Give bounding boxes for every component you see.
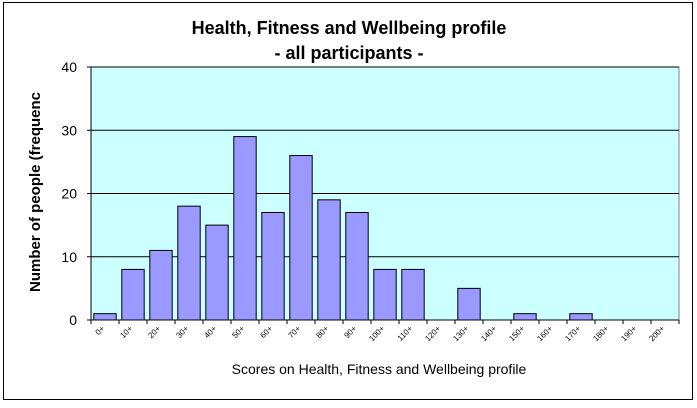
x-tick-label: 70+ bbox=[286, 324, 302, 340]
x-tick-label: 90+ bbox=[342, 324, 358, 340]
bar-chart: Health, Fitness and Wellbeing profile - … bbox=[27, 18, 680, 377]
x-tick-label: 160+ bbox=[535, 324, 554, 343]
x-tick-label: 50+ bbox=[230, 324, 246, 340]
x-tick-label: 20+ bbox=[146, 324, 162, 340]
x-tick-label: 10+ bbox=[118, 324, 134, 340]
y-tick-label: 0 bbox=[69, 312, 77, 328]
bar-60+ bbox=[261, 211, 285, 321]
x-tick-label: 80+ bbox=[314, 324, 330, 340]
x-tick-label: 110+ bbox=[396, 324, 415, 343]
bar-50+ bbox=[233, 136, 257, 321]
y-tick-labels: 0 10 20 30 40 bbox=[61, 59, 77, 328]
y-axis-title: Number of people (frequenc bbox=[27, 92, 44, 292]
x-tick-label: 170+ bbox=[563, 324, 582, 343]
x-tick-label: 100+ bbox=[367, 324, 386, 343]
x-tick-label: 0+ bbox=[94, 324, 107, 337]
x-axis-title: Scores on Health, Fitness and Wellbeing … bbox=[232, 361, 527, 377]
x-tick-label: 140+ bbox=[479, 324, 498, 343]
bar-10+ bbox=[121, 268, 145, 321]
x-tick-label: 190+ bbox=[619, 324, 638, 343]
chart-title: Health, Fitness and Wellbeing profile bbox=[192, 18, 507, 38]
bar-100+ bbox=[373, 268, 397, 321]
bars bbox=[93, 136, 593, 321]
x-tick-label: 120+ bbox=[423, 324, 442, 343]
bar-80+ bbox=[317, 199, 341, 321]
x-tick-label: 200+ bbox=[647, 324, 666, 343]
y-tick-label: 10 bbox=[61, 249, 77, 265]
axes bbox=[87, 66, 680, 324]
x-tick-label: 150+ bbox=[507, 324, 526, 343]
x-tick-label: 180+ bbox=[591, 324, 610, 343]
bar-110+ bbox=[401, 268, 425, 321]
x-tick-label: 30+ bbox=[174, 324, 190, 340]
y-tick-label: 30 bbox=[61, 122, 77, 138]
bar-130+ bbox=[457, 287, 481, 321]
x-tick-label: 130+ bbox=[451, 324, 470, 343]
x-tick-labels: 0+ 10+ 20+ 30+ 40+ 50+ 60+ 70+ 80+ 90+ 100+ 110+ 120… bbox=[94, 324, 667, 343]
bar-150+ bbox=[513, 313, 537, 321]
x-tick-label: 40+ bbox=[202, 324, 218, 340]
bar-40+ bbox=[205, 224, 229, 321]
bar-170+ bbox=[569, 313, 593, 321]
y-tick-label: 40 bbox=[61, 59, 77, 75]
bar-0+ bbox=[93, 313, 117, 321]
bar-30+ bbox=[177, 205, 201, 321]
bar-90+ bbox=[345, 211, 369, 321]
y-tick-label: 20 bbox=[61, 186, 77, 202]
chart-frame: Health, Fitness and Wellbeing profile - … bbox=[3, 2, 693, 400]
bar-20+ bbox=[149, 249, 173, 321]
chart-subtitle: - all participants - bbox=[274, 43, 423, 63]
x-tick-label: 60+ bbox=[258, 324, 274, 340]
bar-70+ bbox=[289, 155, 313, 321]
